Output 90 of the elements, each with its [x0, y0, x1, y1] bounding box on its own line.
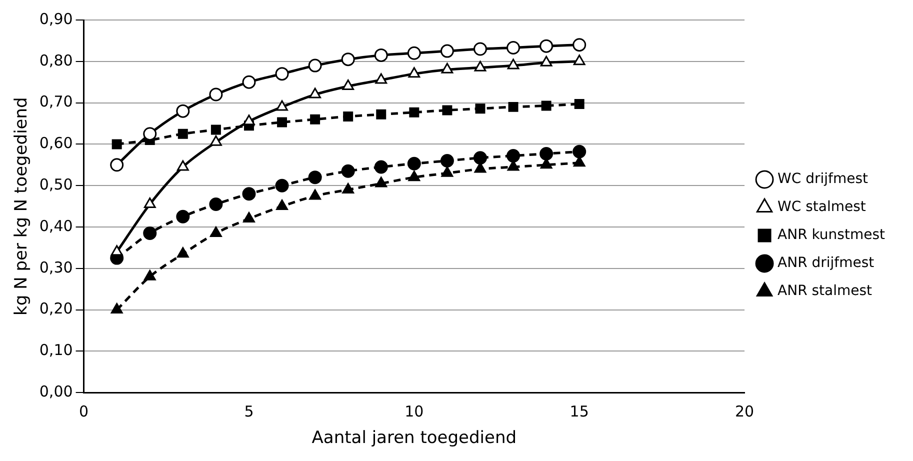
point — [210, 226, 222, 237]
legend-label: ANR drijfmest — [778, 255, 875, 272]
point — [473, 151, 487, 165]
point — [441, 166, 454, 177]
point — [308, 170, 322, 184]
point — [242, 187, 256, 201]
point — [375, 176, 388, 188]
point — [541, 100, 552, 111]
point — [275, 178, 289, 192]
y-tick-label: 0,30 — [39, 258, 73, 276]
x-tick-label: 15 — [570, 402, 589, 420]
point — [110, 158, 124, 172]
point — [506, 149, 520, 163]
point — [441, 62, 454, 74]
point — [442, 105, 452, 116]
point — [176, 104, 190, 118]
y-tick-label: 0,10 — [39, 341, 73, 360]
point — [341, 164, 355, 178]
x-tick-label: 5 — [244, 402, 254, 420]
y-tick-label: 0,20 — [39, 300, 73, 318]
point — [110, 303, 123, 314]
point — [508, 102, 518, 112]
point — [507, 58, 520, 70]
point — [144, 197, 156, 208]
point — [210, 135, 222, 146]
point — [475, 104, 486, 114]
point — [343, 111, 354, 122]
legend-label: ANR kunstmest — [778, 227, 886, 244]
point — [275, 67, 289, 81]
point — [176, 160, 189, 171]
point — [407, 156, 421, 170]
point — [209, 197, 223, 211]
point — [407, 46, 421, 60]
y-tick-label: 0,40 — [39, 216, 73, 235]
point — [276, 200, 288, 210]
point — [143, 226, 157, 240]
point — [374, 48, 388, 62]
legend-label: WC stalmest — [778, 199, 866, 216]
point — [573, 54, 586, 66]
y-tick-label: 0,70 — [39, 92, 73, 111]
point — [309, 88, 321, 98]
point — [342, 182, 354, 194]
point — [242, 75, 256, 89]
x-tick-label: 20 — [734, 402, 754, 420]
legend-label: ANR stalmest — [778, 283, 873, 300]
point — [574, 99, 584, 110]
point — [408, 67, 420, 78]
point — [209, 88, 223, 102]
y-tick-label: 0,80 — [39, 51, 73, 70]
point — [474, 60, 486, 72]
point — [112, 139, 122, 150]
point — [440, 44, 454, 58]
point — [540, 146, 554, 160]
point — [143, 127, 157, 141]
point — [375, 73, 388, 84]
point — [341, 52, 355, 66]
point — [540, 39, 554, 53]
point — [176, 210, 190, 224]
point — [540, 56, 552, 66]
x-tick-label: 0 — [79, 402, 89, 420]
point — [144, 270, 156, 280]
point — [506, 40, 520, 54]
point — [308, 58, 322, 72]
y-axis-title: kg N per kg N toegediend — [12, 97, 32, 316]
y-tick-label: 0,50 — [39, 175, 73, 194]
point — [374, 160, 388, 174]
y-tick-label: 0,60 — [39, 134, 73, 152]
point — [276, 100, 288, 111]
point — [277, 117, 288, 128]
point — [440, 154, 454, 168]
point — [572, 38, 586, 52]
point — [376, 109, 386, 120]
x-tick-label: 10 — [404, 402, 424, 420]
point — [243, 114, 255, 126]
y-tick-label: 0,00 — [39, 382, 73, 400]
point — [210, 124, 221, 135]
point — [409, 107, 420, 118]
point — [572, 144, 586, 158]
point — [342, 79, 354, 90]
legend-label: WC drijfmest — [778, 171, 868, 188]
point — [310, 114, 320, 124]
point — [309, 189, 321, 200]
x-axis-title: Aantal jaren toegediend — [312, 428, 517, 448]
point — [473, 42, 487, 56]
point — [408, 170, 420, 182]
point — [243, 212, 255, 222]
y-tick-label: 0,90 — [39, 10, 73, 28]
point — [178, 128, 188, 139]
point — [110, 245, 123, 256]
point — [176, 247, 189, 258]
